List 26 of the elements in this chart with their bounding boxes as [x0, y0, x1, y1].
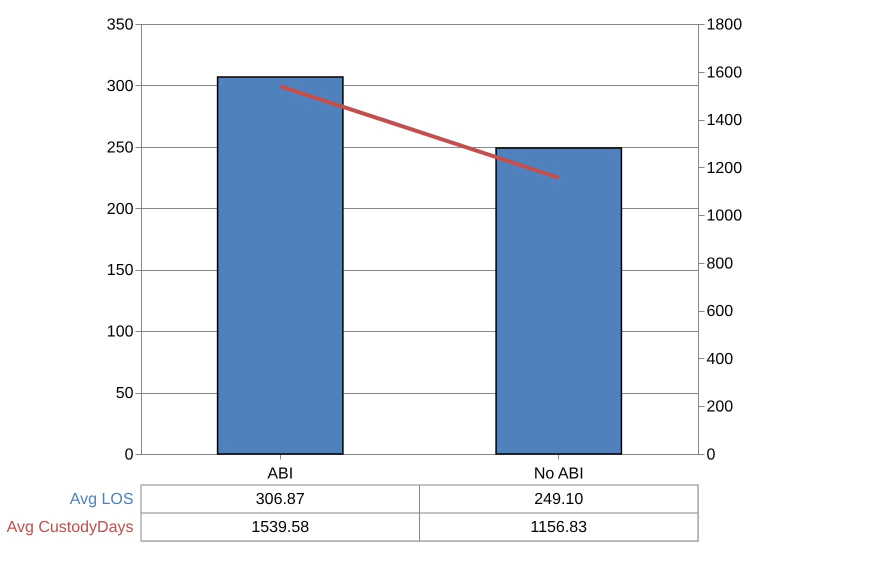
y-tick-label: 350 [106, 16, 134, 34]
data-label: 1539.58 [251, 519, 310, 536]
text: Avg LOS [70, 491, 134, 508]
y2-tick-label: 1400 [706, 112, 742, 130]
y-tick-label: 250 [106, 139, 134, 156]
y-tick-label: 200 [106, 200, 134, 218]
data-label: 1156.83 [530, 519, 588, 536]
x-tick-label: No ABI [534, 466, 584, 482]
y2-tick-label: 1800 [706, 16, 742, 34]
y2-tick-label: 1000 [706, 208, 742, 225]
text: Avg CustodyDays [6, 519, 134, 536]
y2-tick-label: 0 [706, 446, 716, 464]
y-tick-label: 150 [106, 262, 134, 280]
x-tick-label: ABI [267, 466, 294, 482]
y2-tick-label: 1600 [706, 64, 742, 82]
y2-tick-label: 600 [706, 303, 734, 320]
y-tick-label: 100 [106, 324, 134, 341]
y-tick-label: 0 [124, 446, 134, 464]
y-tick-label: 300 [106, 78, 134, 95]
y2-tick-label: 200 [706, 398, 734, 416]
y2-tick-label: 400 [706, 350, 734, 368]
data-label: 249.10 [534, 491, 584, 508]
y-tick-label: 50 [116, 385, 134, 402]
y2-tick-label: 800 [706, 255, 734, 272]
data-label: 306.87 [256, 491, 305, 508]
y2-tick-label: 1200 [706, 160, 742, 177]
